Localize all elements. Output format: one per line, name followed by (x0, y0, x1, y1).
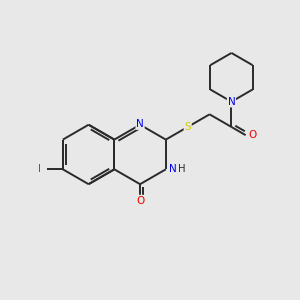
Text: I: I (38, 164, 41, 174)
Text: O: O (248, 130, 256, 140)
Text: O: O (136, 196, 144, 206)
Text: S: S (184, 122, 191, 132)
Text: N: N (228, 97, 235, 107)
Text: N: N (136, 119, 144, 129)
Text: H: H (178, 164, 185, 174)
Text: N: N (169, 164, 177, 174)
